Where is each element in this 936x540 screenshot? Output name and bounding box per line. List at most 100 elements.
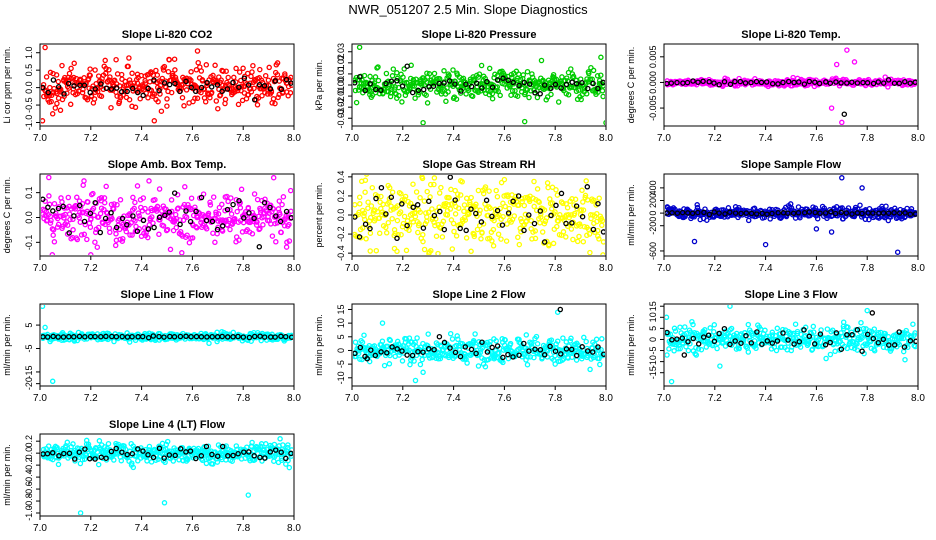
- data-point-secondary: [161, 80, 168, 86]
- data-point: [515, 202, 522, 209]
- data-point: [445, 202, 452, 208]
- data-point: [883, 203, 889, 209]
- x-tick-label: 7.8: [236, 393, 250, 404]
- data-point-secondary: [187, 448, 194, 454]
- data-point: [369, 184, 376, 191]
- data-point-secondary: [436, 80, 442, 87]
- chart-title: Slope Amb. Box Temp.: [108, 159, 227, 171]
- outlier-point: [828, 229, 835, 235]
- outlier-point: [844, 47, 850, 53]
- data-point: [78, 232, 85, 238]
- data-point: [59, 199, 65, 205]
- data-point: [424, 188, 430, 195]
- data-point-secondary: [256, 244, 263, 250]
- data-point-secondary: [711, 209, 717, 215]
- data-point: [109, 215, 115, 222]
- x-tick-label: 7.8: [548, 263, 562, 274]
- data-point: [580, 207, 587, 213]
- data-point-secondary: [124, 451, 130, 458]
- data-point: [858, 319, 864, 326]
- y-tick-label: -0.4: [336, 245, 346, 261]
- data-point-secondary: [547, 343, 553, 350]
- data-point: [287, 187, 293, 194]
- data-point: [203, 226, 210, 232]
- data-point-secondary: [827, 80, 834, 86]
- data-point-secondary: [880, 336, 887, 343]
- data-point-secondary: [256, 82, 263, 88]
- data-point: [236, 69, 243, 75]
- data-point: [248, 89, 255, 95]
- data-point: [578, 96, 584, 103]
- data-point: [119, 238, 126, 244]
- y-tick-label: -15: [648, 366, 658, 379]
- data-point-secondary: [103, 333, 109, 340]
- data-point: [205, 443, 212, 450]
- data-point: [407, 200, 414, 207]
- data-point: [155, 98, 161, 105]
- data-point: [457, 90, 464, 96]
- data-point-secondary: [907, 211, 914, 217]
- data-point-secondary: [139, 333, 146, 340]
- data-point: [362, 177, 369, 184]
- data-point-secondary: [458, 88, 464, 94]
- data-point-secondary: [76, 449, 83, 455]
- data-point-secondary: [436, 333, 443, 340]
- data-point: [453, 342, 460, 349]
- outlier-point: [869, 310, 876, 316]
- data-point-secondary: [151, 224, 157, 231]
- data-point: [353, 353, 359, 360]
- data-point-secondary: [516, 352, 522, 358]
- data-point: [118, 457, 125, 464]
- data-point: [142, 205, 148, 212]
- data-point: [698, 346, 705, 353]
- data-point-secondary: [209, 218, 216, 225]
- data-point-secondary: [706, 79, 712, 85]
- data-point-secondary: [246, 210, 252, 216]
- data-point: [433, 233, 440, 239]
- data-point: [132, 199, 138, 206]
- data-point: [169, 208, 175, 215]
- data-point-secondary: [589, 349, 596, 355]
- x-tick-label: 7.4: [759, 263, 773, 274]
- data-point: [411, 210, 418, 217]
- data-point: [559, 357, 566, 363]
- data-point: [892, 339, 898, 346]
- data-point-secondary: [695, 341, 702, 347]
- data-point: [595, 233, 601, 239]
- outlier-point: [813, 226, 820, 232]
- data-point-secondary: [113, 445, 119, 452]
- data-point: [263, 441, 269, 447]
- x-tick-label: 8.0: [599, 263, 613, 274]
- data-point: [66, 70, 73, 77]
- data-point: [151, 91, 158, 97]
- outlier-point: [603, 120, 605, 125]
- data-point: [451, 228, 457, 235]
- data-point: [172, 74, 179, 81]
- data-point-secondary: [743, 210, 750, 216]
- data-point: [265, 77, 272, 83]
- data-point: [101, 199, 108, 206]
- data-point-secondary: [780, 79, 786, 86]
- data-point-secondary: [769, 210, 775, 217]
- data-point-secondary: [727, 209, 733, 215]
- data-point: [64, 222, 71, 228]
- data-point-secondary: [383, 80, 389, 87]
- data-point-secondary: [674, 210, 681, 216]
- data-point-secondary: [108, 448, 115, 455]
- data-point: [514, 93, 521, 99]
- data-point: [482, 184, 489, 190]
- data-point-secondary: [219, 223, 226, 229]
- data-point: [693, 352, 700, 358]
- data-point: [225, 74, 231, 81]
- data-point: [572, 196, 579, 203]
- data-point: [389, 215, 395, 222]
- data-point: [394, 338, 401, 345]
- data-point: [431, 181, 437, 188]
- data-point-secondary: [901, 344, 908, 350]
- data-point: [453, 233, 460, 239]
- data-point-secondary: [732, 78, 738, 85]
- data-point-secondary: [748, 340, 755, 346]
- plot-frame: [663, 303, 919, 387]
- data-point: [569, 354, 575, 361]
- data-point-secondary: [568, 346, 575, 353]
